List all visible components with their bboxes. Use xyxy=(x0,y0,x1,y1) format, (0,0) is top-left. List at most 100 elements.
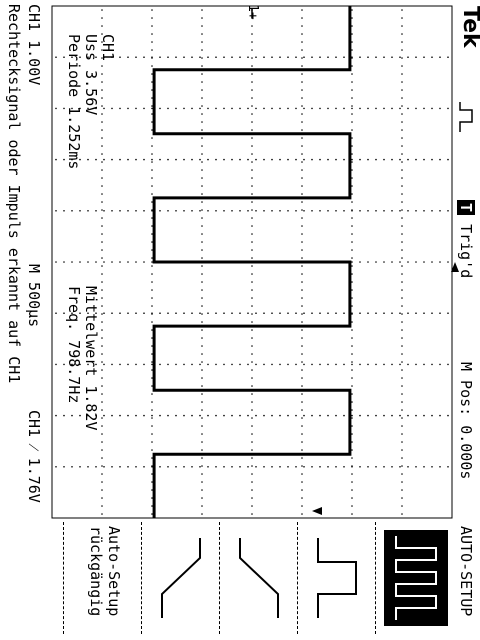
grid-dot xyxy=(101,89,103,91)
grid-dot xyxy=(201,345,203,347)
grid-dot xyxy=(311,210,313,212)
grid-dot xyxy=(439,312,441,315)
grid-dot xyxy=(351,161,353,163)
grid-dot xyxy=(359,158,361,161)
grid-dot xyxy=(201,393,203,395)
grid-dot xyxy=(447,261,449,263)
grid-dot xyxy=(207,107,209,110)
acquisition-mode-icon xyxy=(459,102,473,132)
ch1-marker: 1+ xyxy=(245,4,260,20)
grid-dot xyxy=(251,121,253,123)
grid-dot xyxy=(201,417,203,419)
grid-dot xyxy=(143,158,145,161)
grid-dot xyxy=(151,145,153,147)
grid-dot xyxy=(301,369,303,371)
grid-dot xyxy=(151,107,153,110)
grid-dot xyxy=(101,425,103,427)
grid-dot xyxy=(401,329,403,331)
grid-dot xyxy=(351,497,353,499)
grid-dot xyxy=(251,401,253,403)
grid-dot xyxy=(191,363,193,366)
grid-dot xyxy=(55,312,57,315)
grid-dot xyxy=(335,158,337,161)
grid-dot xyxy=(301,481,303,483)
grid-dot xyxy=(401,353,403,355)
grid-dot xyxy=(407,158,409,161)
grid-dot xyxy=(251,481,253,483)
grid-dot xyxy=(351,353,353,355)
grid-dot xyxy=(87,414,89,417)
undo-autosetup-line2: rückgängig xyxy=(87,526,105,617)
grid-dot xyxy=(201,177,203,179)
menu-undo-autosetup-button[interactable]: Auto-Setup rückgängig xyxy=(66,522,140,634)
grid-dot xyxy=(447,363,449,366)
grid-dot xyxy=(183,414,185,417)
grid-dot xyxy=(151,105,153,107)
grid-dot xyxy=(351,481,353,483)
grid-dot xyxy=(201,457,203,459)
grid-dot xyxy=(151,489,153,491)
grid-dot xyxy=(247,107,249,110)
grid-dot xyxy=(351,465,353,467)
grid-dot xyxy=(401,257,403,259)
grid-dot xyxy=(223,107,225,110)
grid-dot xyxy=(231,158,233,161)
grid-dot xyxy=(375,56,377,59)
grid-dot xyxy=(399,107,401,110)
grid-dot xyxy=(399,56,401,59)
grid-dot xyxy=(301,97,303,99)
grid-dot xyxy=(201,57,203,59)
grid-dot xyxy=(151,201,153,203)
grid-dot xyxy=(231,210,233,212)
grid-dot xyxy=(191,158,193,161)
grid-dot xyxy=(287,466,289,468)
grid-dot xyxy=(351,105,353,107)
grid-dot xyxy=(201,257,203,259)
grid-dot xyxy=(159,158,161,161)
grid-dot xyxy=(251,57,253,59)
grid-dot xyxy=(351,363,353,366)
grid-dot xyxy=(351,17,353,19)
grid-dot xyxy=(327,466,329,468)
grid-dot xyxy=(401,497,403,499)
grid-dot xyxy=(223,210,225,212)
grid-dot xyxy=(247,158,249,161)
grid-dot xyxy=(251,513,253,515)
grid-dot xyxy=(71,466,73,468)
grid-dot xyxy=(201,305,203,307)
grid-dot xyxy=(251,41,253,43)
grid-dot xyxy=(401,153,403,155)
grid-dot xyxy=(101,449,103,451)
grid-dot xyxy=(301,353,303,355)
grid-dot xyxy=(271,107,273,110)
grid-dot xyxy=(401,217,403,219)
grid-dot xyxy=(55,363,57,366)
grid-dot xyxy=(101,177,103,179)
menu-square-wave-button[interactable] xyxy=(378,522,452,634)
grid-dot xyxy=(201,145,203,147)
ch1-waveform xyxy=(152,6,352,518)
grid-dot xyxy=(79,261,81,263)
menu-rising-edge-button[interactable] xyxy=(222,522,296,634)
grid-dot xyxy=(311,363,313,366)
menu-falling-edge-button[interactable] xyxy=(144,522,218,634)
grid-dot xyxy=(201,49,203,51)
grid-dot xyxy=(201,81,203,83)
grid-dot xyxy=(251,153,253,155)
grid-dot xyxy=(401,129,403,131)
grid-dot xyxy=(439,107,441,110)
grid-dot xyxy=(401,481,403,483)
grid-dot xyxy=(319,312,321,315)
grid-dot xyxy=(375,312,377,315)
grid-dot xyxy=(201,369,203,371)
menu-single-pulse-button[interactable] xyxy=(300,522,374,634)
grid-dot xyxy=(201,265,203,267)
grid-dot xyxy=(401,105,403,107)
grid-dot xyxy=(287,56,289,59)
rising-edge-icon xyxy=(239,538,279,618)
grid-dot xyxy=(183,363,185,366)
grid-dot xyxy=(151,433,153,435)
grid-dot xyxy=(401,65,403,67)
grid-dot xyxy=(143,414,145,417)
grid-dot xyxy=(255,210,257,212)
